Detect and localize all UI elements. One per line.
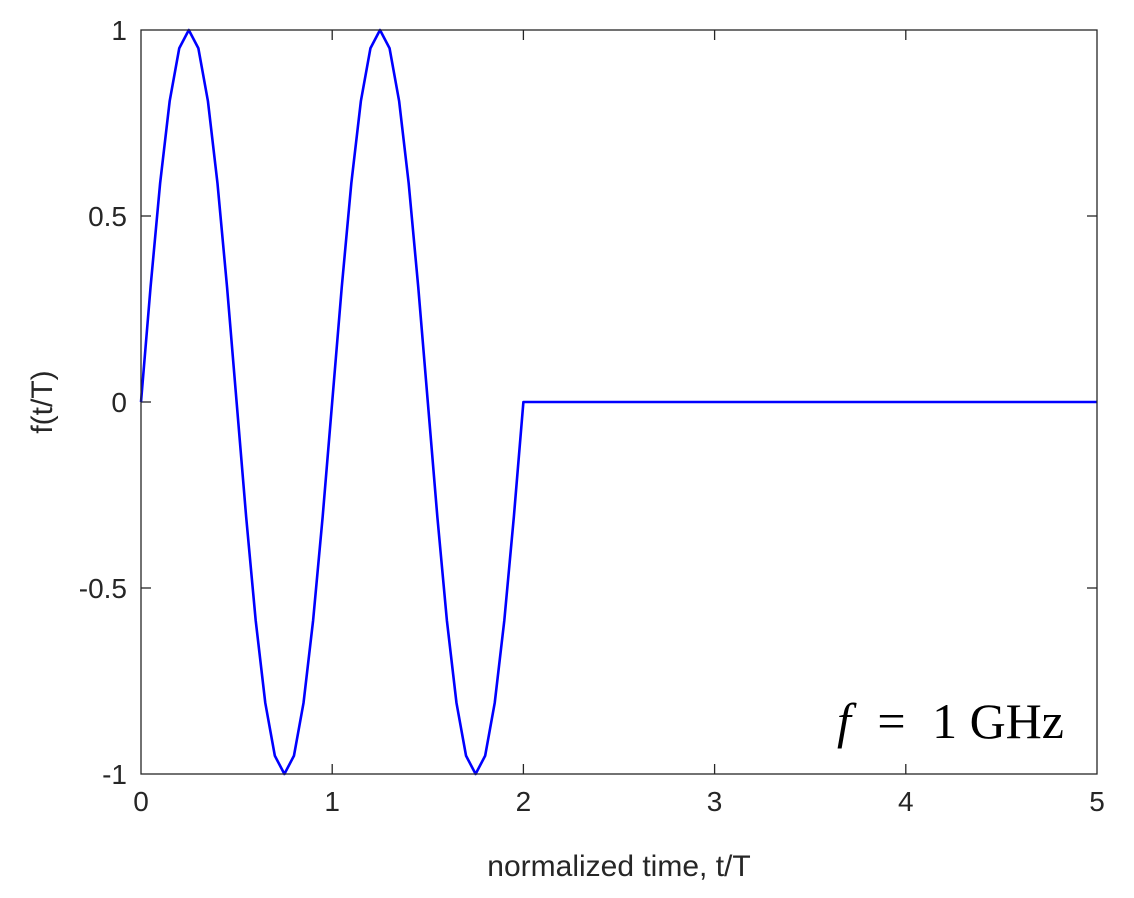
x-tick-label: 1 bbox=[324, 786, 340, 817]
y-tick-label: 0.5 bbox=[88, 201, 127, 232]
y-axis-label: f(t/T) bbox=[26, 370, 59, 433]
series-layer bbox=[139, 28, 1097, 776]
y-tick-label: -0.5 bbox=[79, 573, 127, 604]
x-tick-label: 0 bbox=[133, 786, 149, 817]
plot-area-frame bbox=[140, 29, 1098, 775]
annotation-symbol: f bbox=[837, 693, 857, 749]
y-tick-label: 1 bbox=[111, 15, 127, 46]
series-line-0 bbox=[139, 28, 1097, 776]
annotation-operator: = bbox=[877, 693, 905, 749]
tick-labels-layer: 0 1 2 3 4 5 -1 -0.5 0 0.5 1 bbox=[79, 15, 1105, 817]
x-tick-label: 4 bbox=[898, 786, 914, 817]
x-tick-label: 2 bbox=[516, 786, 532, 817]
y-tick-label: -1 bbox=[102, 759, 127, 790]
x-axis-label: normalized time, t/T bbox=[487, 850, 750, 883]
x-tick-label: 3 bbox=[707, 786, 723, 817]
annotation-value: 1 GHz bbox=[932, 693, 1064, 749]
x-tick-label: 5 bbox=[1089, 786, 1105, 817]
y-tick-label: 0 bbox=[111, 387, 127, 418]
frequency-annotation: f = 1 GHz bbox=[837, 693, 1064, 749]
